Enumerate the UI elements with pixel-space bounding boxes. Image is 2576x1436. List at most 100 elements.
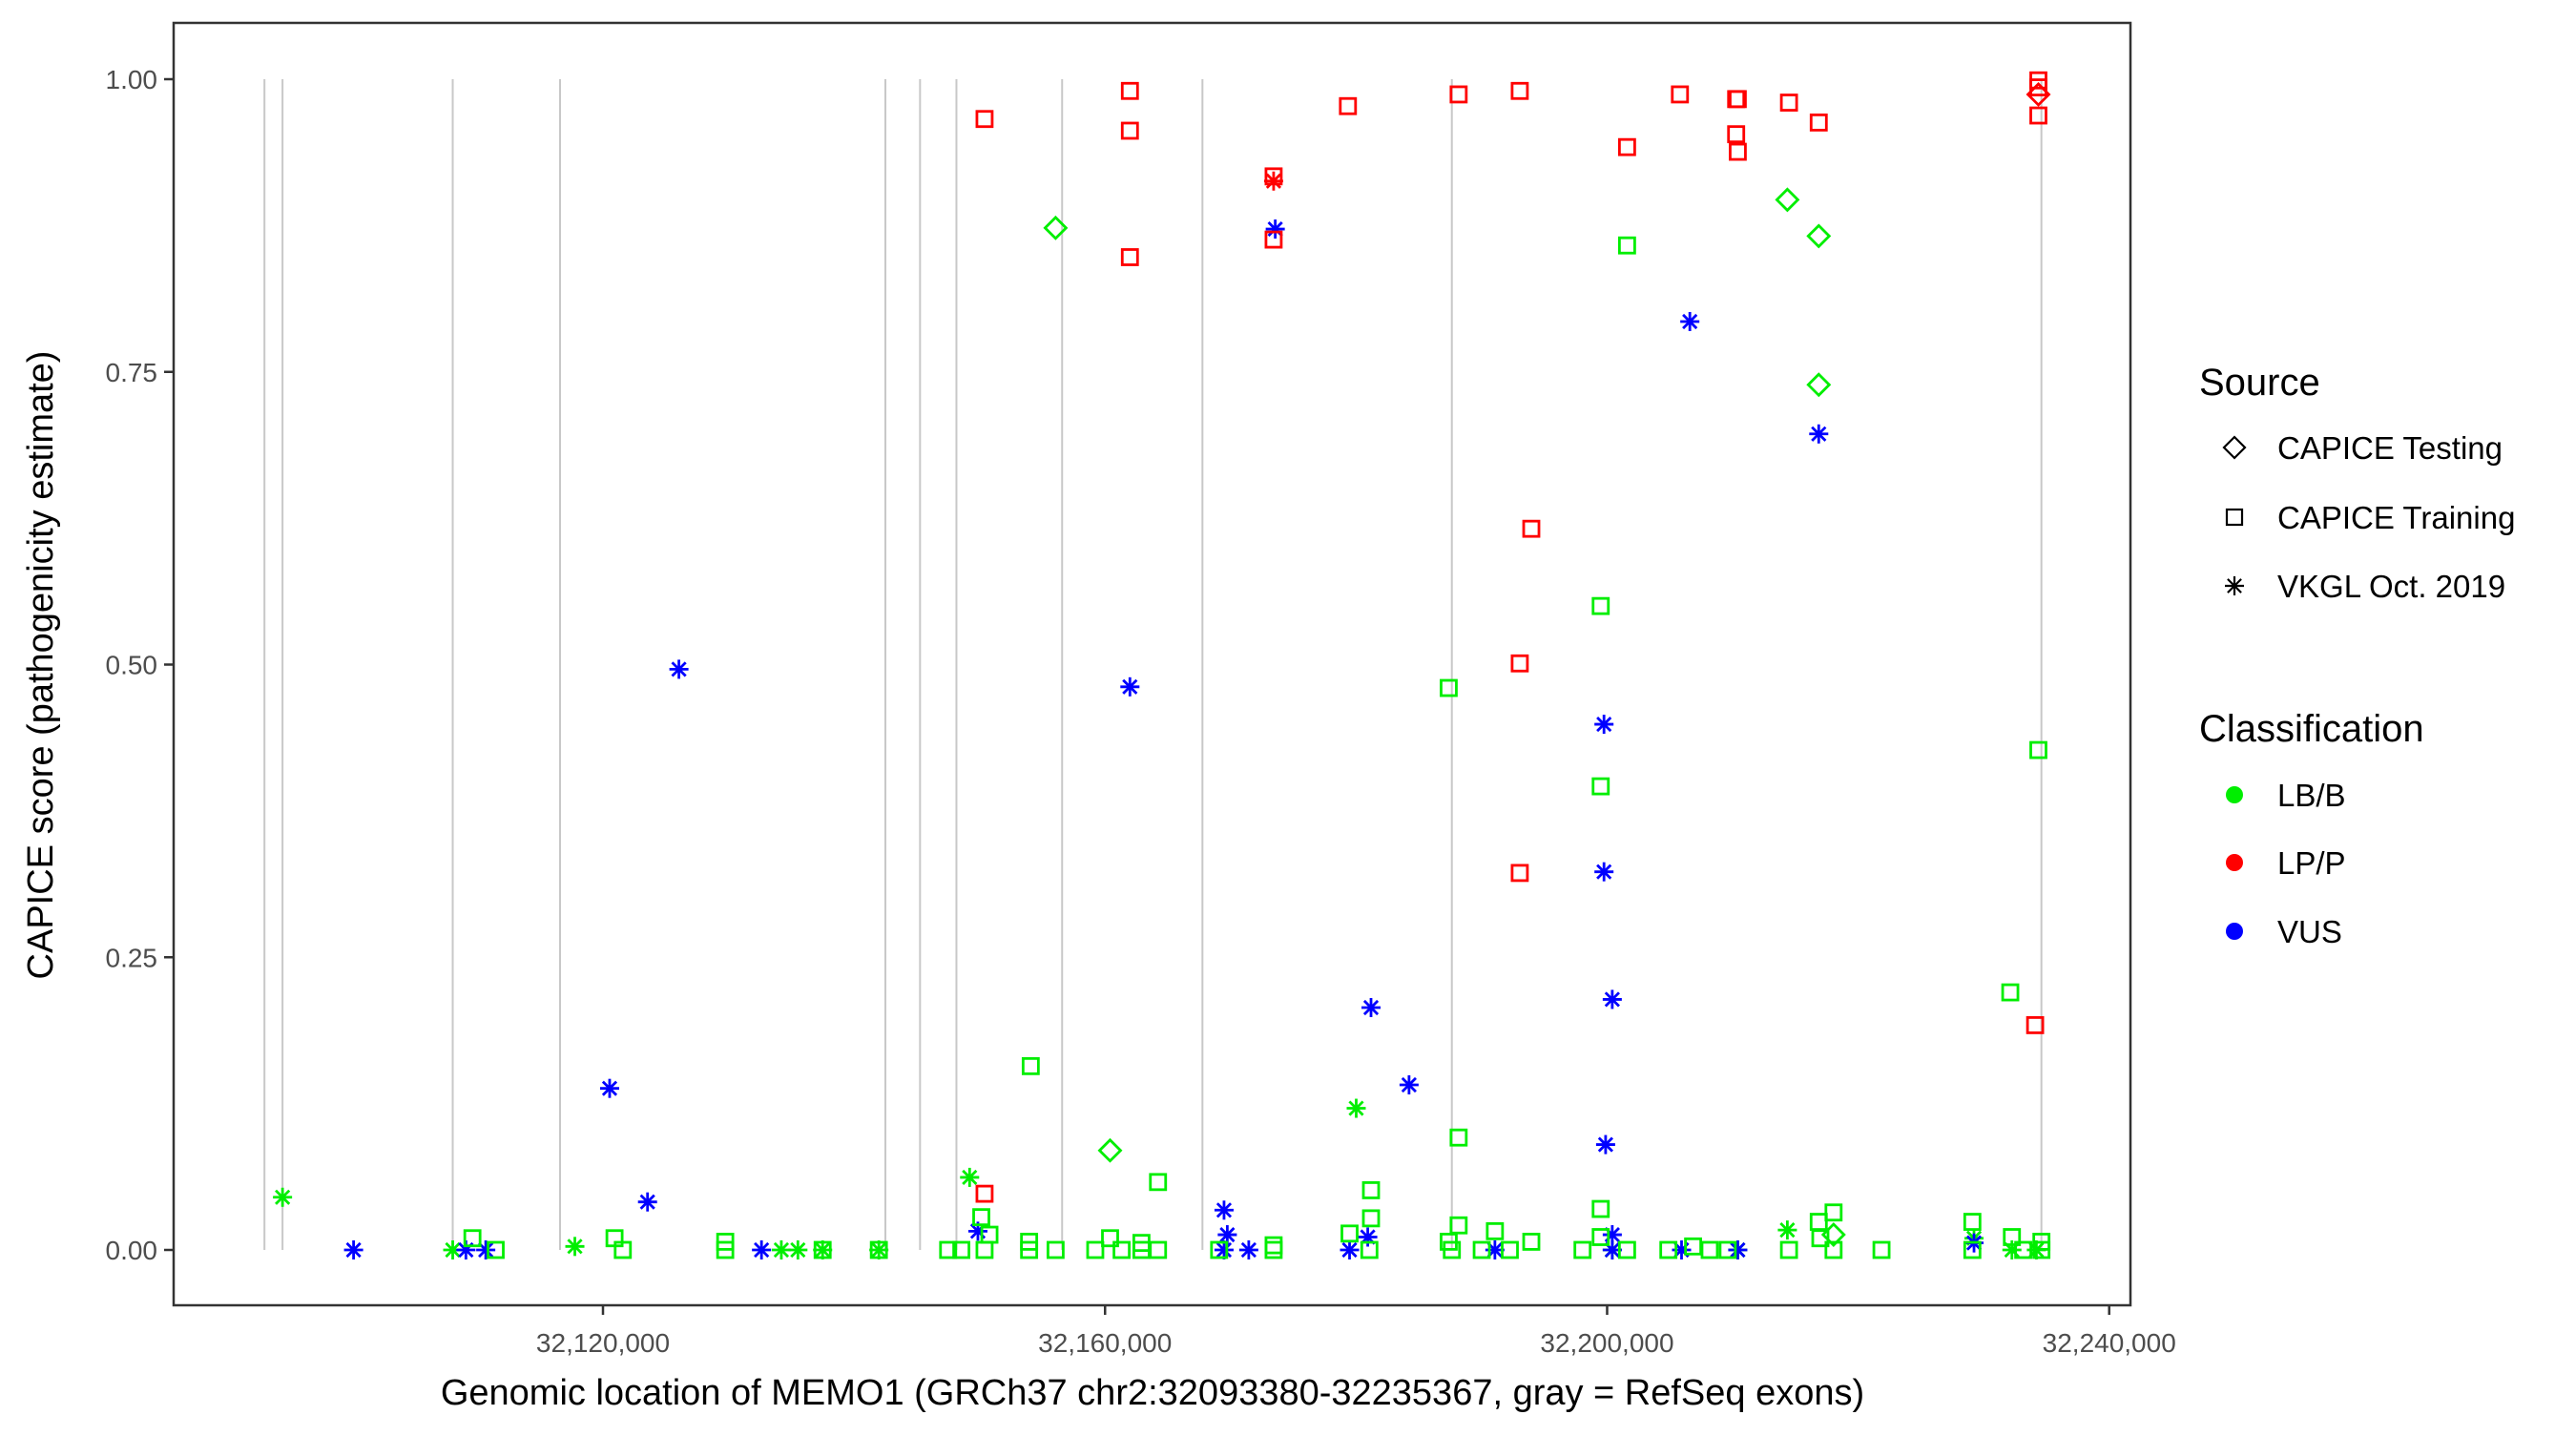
legend-title-source: Source <box>2199 362 2320 404</box>
data-point <box>813 1240 832 1259</box>
data-point <box>1729 142 1747 161</box>
data-point <box>788 1240 808 1259</box>
data-point <box>1449 1128 1468 1147</box>
legend-item-source: CAPICE Testing <box>2277 430 2503 466</box>
legend-item-classification: LP/P <box>2277 845 2346 881</box>
data-point <box>939 1240 958 1259</box>
data-point <box>1594 715 1614 735</box>
y-axis: 0.00 0.25 0.50 0.75 1.00 <box>106 65 174 1265</box>
data-point <box>1522 1233 1541 1251</box>
data-point <box>1047 1240 1065 1259</box>
data-point <box>1149 1240 1168 1259</box>
data-point <box>1510 864 1529 883</box>
data-point <box>1112 1240 1132 1259</box>
legend-item-source: CAPICE Training <box>2277 500 2515 535</box>
data-point <box>1680 311 1700 331</box>
data-point <box>2029 740 2047 760</box>
data-point <box>1501 1240 1519 1259</box>
data-point <box>1809 113 1828 132</box>
data-point <box>599 1078 619 1098</box>
data-point <box>1346 1098 1366 1118</box>
data-point <box>1361 1209 1381 1228</box>
data-point <box>1340 1224 1359 1243</box>
data-point <box>1591 777 1610 796</box>
y-tick-label: 0.25 <box>106 943 158 972</box>
data-point <box>869 1240 888 1259</box>
legend-title-classification: Classification <box>2199 708 2424 750</box>
x-axis: 32,120,000 32,160,000 32,200,000 32,240,000 <box>536 1305 2176 1358</box>
data-point <box>487 1240 505 1259</box>
data-point <box>1021 1056 1040 1075</box>
data-point <box>1727 125 1746 144</box>
data-point <box>1210 1240 1229 1259</box>
data-point <box>2029 78 2047 96</box>
data-point <box>1591 1228 1610 1246</box>
data-point <box>1779 94 1798 112</box>
legend-dot-icon <box>2226 854 2243 871</box>
data-point <box>1729 90 1747 109</box>
y-tick-label: 0.75 <box>106 358 158 387</box>
data-point <box>1340 1240 1360 1259</box>
data-point <box>1214 1200 1234 1220</box>
data-point <box>1264 230 1283 249</box>
data-point <box>1824 1203 1843 1222</box>
data-point <box>1265 219 1285 239</box>
legend: Source Classification CAPICE Testing CAPI… <box>2199 362 2515 949</box>
data-point <box>669 659 689 679</box>
legend-item-classification: LB/B <box>2277 778 2346 813</box>
data-point <box>1617 236 1636 255</box>
data-point <box>1811 1229 1830 1248</box>
data-point <box>1485 1221 1505 1240</box>
data-point <box>1777 1220 1797 1240</box>
data-point <box>1443 1240 1462 1259</box>
data-point <box>1872 1240 1891 1259</box>
data-point <box>960 1167 980 1187</box>
data-point <box>463 1229 482 1248</box>
data-point <box>1449 1216 1468 1235</box>
data-point <box>1963 1240 1982 1259</box>
data-point <box>975 1240 994 1259</box>
data-point <box>613 1240 633 1259</box>
data-point <box>1806 372 1832 398</box>
x-tick-label: 32,120,000 <box>536 1328 670 1358</box>
data-point <box>975 110 994 129</box>
data-point <box>1779 1240 1798 1259</box>
legend-item-source: VKGL Oct. 2019 <box>2277 569 2505 604</box>
data-point <box>1963 1213 1982 1231</box>
legend-diamond-icon <box>2222 435 2247 460</box>
data-point <box>2001 983 2020 1002</box>
data-point <box>1617 137 1636 156</box>
data-point <box>1510 81 1529 100</box>
data-point <box>1020 1240 1039 1259</box>
data-point <box>2014 1240 2033 1259</box>
data-point <box>1120 121 1139 140</box>
data-point <box>1594 862 1614 882</box>
x-tick-label: 32,160,000 <box>1038 1328 1172 1358</box>
data-point <box>2025 1016 2045 1034</box>
data-point <box>716 1240 735 1259</box>
data-point <box>752 1240 772 1259</box>
data-point <box>1806 223 1832 249</box>
data-point <box>952 1240 971 1259</box>
data-points <box>273 71 2051 1259</box>
x-tick-label: 32,200,000 <box>1540 1328 1673 1358</box>
data-point <box>1809 424 1829 444</box>
data-point <box>1595 1134 1615 1155</box>
data-point <box>1120 676 1140 697</box>
data-point <box>1591 1199 1610 1218</box>
exon-lines <box>263 79 2043 1250</box>
data-point <box>1824 1240 1843 1259</box>
data-point <box>2029 106 2047 125</box>
data-point <box>1671 85 1690 104</box>
x-axis-title: Genomic location of MEMO1 (GRCh37 chr2:3… <box>441 1373 1864 1413</box>
data-point <box>1440 678 1458 697</box>
legend-item-classification: VUS <box>2277 914 2342 949</box>
data-point <box>1617 1240 1636 1259</box>
y-tick-label: 0.50 <box>106 651 158 680</box>
data-point <box>1522 519 1541 538</box>
legend-asterisk-icon <box>2225 576 2244 595</box>
legend-square-icon <box>2225 508 2244 527</box>
data-point <box>1264 1240 1283 1259</box>
data-point <box>343 1240 364 1259</box>
